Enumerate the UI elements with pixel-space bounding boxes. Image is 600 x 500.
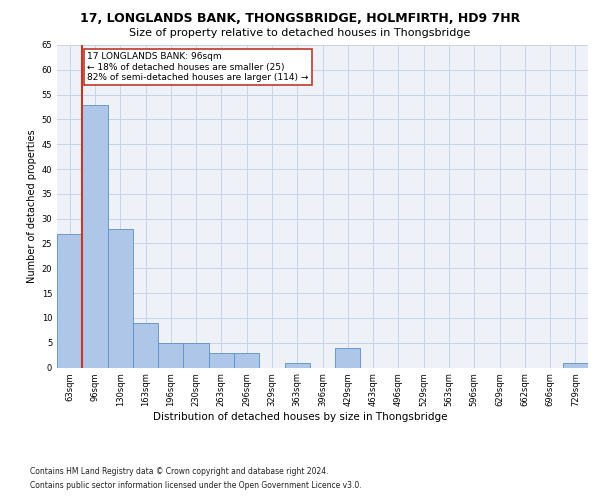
Bar: [335, 348, 361, 368]
Text: 17 LONGLANDS BANK: 96sqm
← 18% of detached houses are smaller (25)
82% of semi-d: 17 LONGLANDS BANK: 96sqm ← 18% of detach…: [88, 52, 309, 82]
Bar: [158, 342, 184, 367]
Bar: [57, 234, 82, 368]
Text: Size of property relative to detached houses in Thongsbridge: Size of property relative to detached ho…: [130, 28, 470, 38]
Bar: [184, 342, 209, 367]
Bar: [82, 104, 107, 368]
Bar: [107, 228, 133, 368]
Bar: [234, 352, 259, 368]
Text: 17, LONGLANDS BANK, THONGSBRIDGE, HOLMFIRTH, HD9 7HR: 17, LONGLANDS BANK, THONGSBRIDGE, HOLMFI…: [80, 12, 520, 26]
Y-axis label: Number of detached properties: Number of detached properties: [28, 130, 37, 283]
Text: Contains public sector information licensed under the Open Government Licence v3: Contains public sector information licen…: [30, 481, 362, 490]
Text: Contains HM Land Registry data © Crown copyright and database right 2024.: Contains HM Land Registry data © Crown c…: [30, 468, 329, 476]
Bar: [209, 352, 234, 368]
Text: Distribution of detached houses by size in Thongsbridge: Distribution of detached houses by size …: [153, 412, 447, 422]
Bar: [284, 362, 310, 368]
Bar: [563, 362, 588, 368]
Bar: [133, 323, 158, 368]
